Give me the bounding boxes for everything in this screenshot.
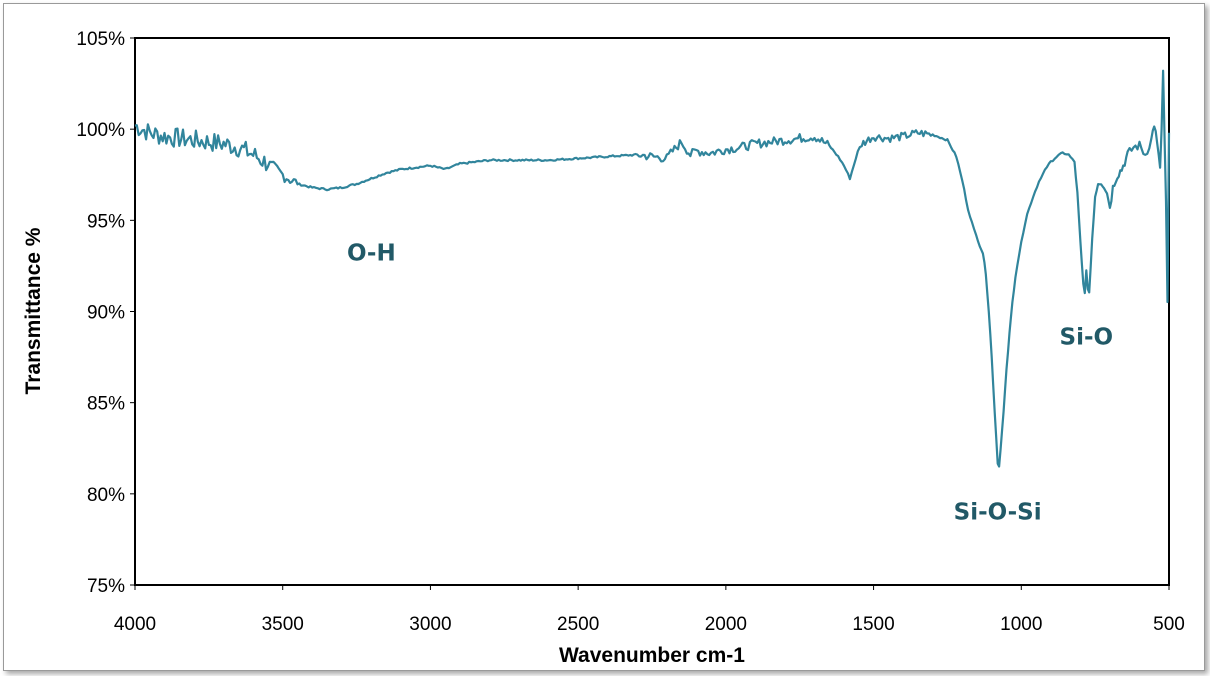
x-tick-labels: 4000 3500 3000 2500 2000 1500 1000 500 xyxy=(114,614,1185,635)
peak-annotations: O-H Si-O-Si Si-O xyxy=(347,240,1113,525)
peak-annotation-label: Si-O-Si xyxy=(954,499,1042,525)
peak-annotation-label: Si-O xyxy=(1060,324,1114,350)
y-tick-label: 105% xyxy=(76,29,125,50)
y-axis-title: Transmittance % xyxy=(22,227,45,394)
x-tick-label: 1500 xyxy=(852,614,894,635)
y-tick-label: 85% xyxy=(87,394,125,415)
y-tick-label: 75% xyxy=(87,576,125,597)
x-tick-label: 1000 xyxy=(1000,614,1042,635)
y-tick-label: 95% xyxy=(87,211,125,232)
x-tick-label: 3000 xyxy=(409,614,451,635)
x-tick-label: 2500 xyxy=(557,614,599,635)
plot-area xyxy=(134,37,1170,586)
peak-annotation-label: O-H xyxy=(347,240,396,266)
x-tick-label: 3500 xyxy=(262,614,304,635)
y-tick-label: 90% xyxy=(87,303,125,324)
x-tick-label: 2000 xyxy=(705,614,747,635)
x-tick-label: 500 xyxy=(1153,614,1185,635)
transmittance-series-line xyxy=(134,69,1171,468)
x-tick-label: 4000 xyxy=(114,614,156,635)
y-tick-label: 100% xyxy=(76,120,125,141)
y-tick-labels: 75% 80% 85% 90% 95% 100% 105% xyxy=(76,29,125,597)
tick-marks xyxy=(130,37,1170,590)
y-tick-label: 80% xyxy=(87,485,125,506)
x-axis-title: Wavenumber cm-1 xyxy=(559,644,745,667)
